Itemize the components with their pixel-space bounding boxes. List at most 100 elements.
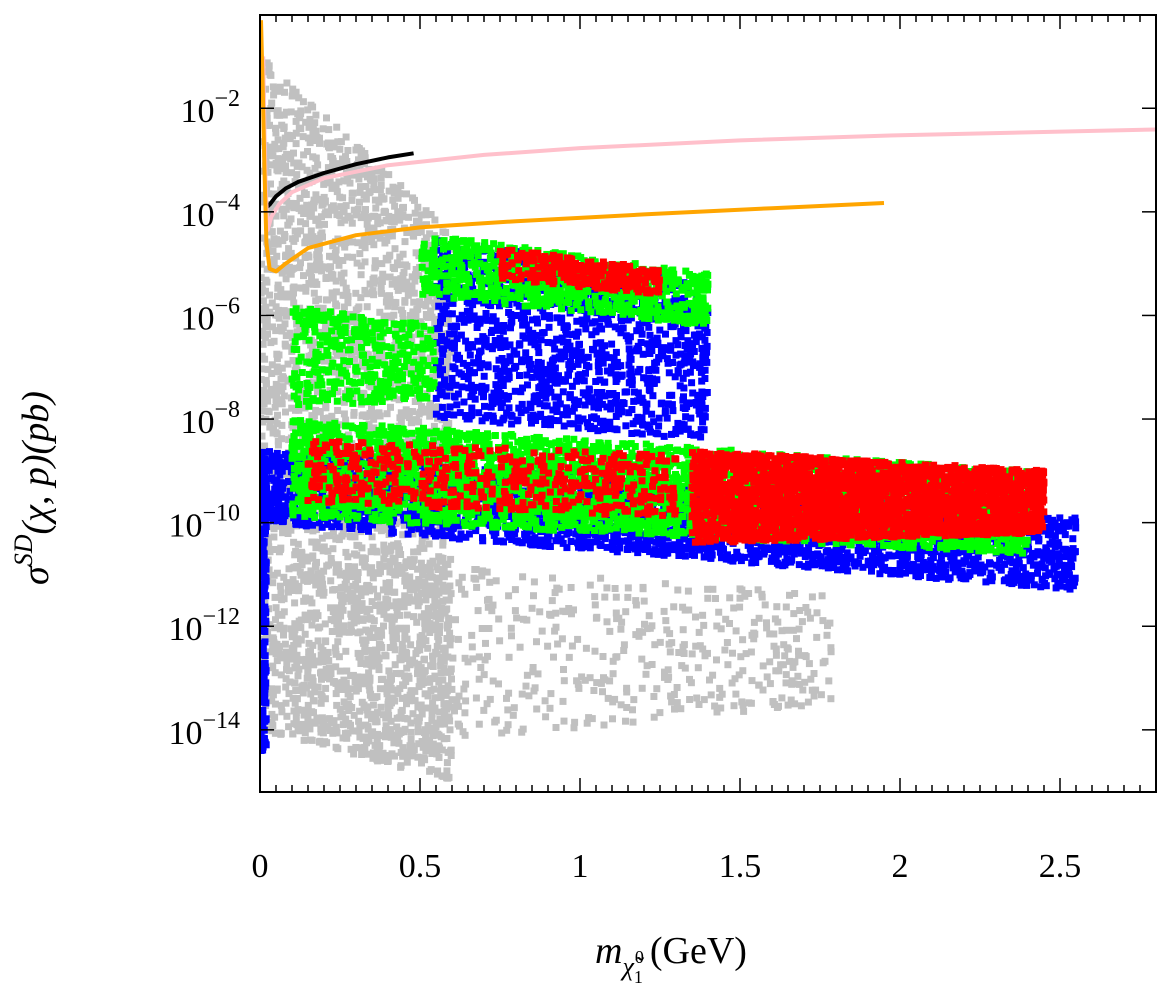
scatter-point [382,254,390,262]
scatter-point [739,636,747,644]
scatter-point [441,608,449,616]
scatter-point [282,162,290,170]
scatter-point [336,193,344,201]
scatter-point [542,382,550,390]
scatter-point [275,368,282,376]
scatter-point [442,583,450,591]
scatter-point [371,264,379,272]
scatter-point [393,608,401,616]
scatter-point [485,595,493,603]
scatter-point [435,361,443,369]
scatter-point [273,657,281,665]
scatter-point [328,559,336,567]
scatter-point [622,422,630,430]
scatter-point [730,702,738,710]
scatter-point [387,213,395,221]
scatter-point [425,573,433,581]
scatter-point [686,696,694,703]
scatter-point [352,596,360,604]
scatter-point [782,603,790,611]
scatter-point [309,153,317,161]
scatter-point [415,578,423,586]
scatter-point [407,719,415,727]
scatter-point [279,237,287,245]
scatter-point [804,608,812,616]
scatter-point [430,685,438,693]
scatter-point [270,468,278,476]
scatter-point [597,574,605,582]
scatter-point [305,639,313,647]
scatter-point [342,416,350,424]
scatter-point [273,355,281,363]
scatter-point [417,701,425,709]
scatter-point [462,680,470,688]
scatter-point [796,680,803,688]
scatter-point [283,79,291,87]
scatter-point [380,711,387,719]
scatter-point [419,670,427,678]
scatter-point [570,724,578,732]
scatter-point [408,287,416,295]
scatter-point [293,564,301,572]
scatter-point [530,398,538,406]
scatter-point [413,416,420,424]
scatter-point [327,604,335,612]
scatter-point [425,405,432,413]
scatter-point [296,264,304,272]
scatter-point [620,647,628,654]
scatter-point [415,669,423,677]
scatter-point [486,343,494,351]
scatter-point [695,701,703,708]
scatter-point [493,322,501,330]
scatter-point [275,314,283,322]
scatter-point [286,678,294,686]
scatter-point [474,354,482,362]
scatter-point [420,754,428,762]
scatter-point [671,705,678,713]
scatter-point [386,644,394,651]
scatter-point [513,614,521,622]
scatter-point [369,287,377,295]
scatter-point [551,354,559,362]
scatter-point [353,612,361,620]
scatter-point [661,580,669,588]
scatter-point [282,253,289,260]
scatter-point [398,640,406,648]
scatter-point [272,124,279,132]
scatter-point [285,690,293,698]
scatter-point [377,281,385,289]
scatter-point [566,394,574,402]
scatter-point [669,407,677,415]
scatter-point [278,293,286,301]
scatter-point [280,267,287,275]
scatter-point [609,657,617,665]
scatter-point [560,324,568,331]
scatter-point [380,610,388,618]
scatter-point [687,350,695,358]
scatter-point [522,321,530,329]
scatter-point [634,413,642,421]
scatter-point [595,360,603,368]
scatter-point [395,569,403,577]
scatter-point [653,334,661,342]
scatter-point [596,349,604,357]
scatter-point [585,385,593,393]
scatter-point [345,628,353,636]
scatter-point [377,527,385,535]
scatter-point [394,690,402,698]
scatter-point [322,665,330,673]
scatter-point [405,364,413,372]
scatter-point [285,581,293,589]
scatter-point [619,324,627,332]
scatter-point [783,626,790,634]
scatter-point [657,347,665,355]
scatter-point [291,227,299,235]
scatter-point [449,299,457,307]
scatter-point [348,189,356,197]
scatter-point [334,638,342,646]
scatter-point [629,718,637,726]
scatter-point [425,604,432,612]
scatter-point [370,279,378,287]
scatter-point [291,699,299,707]
scatter-point [283,470,291,478]
